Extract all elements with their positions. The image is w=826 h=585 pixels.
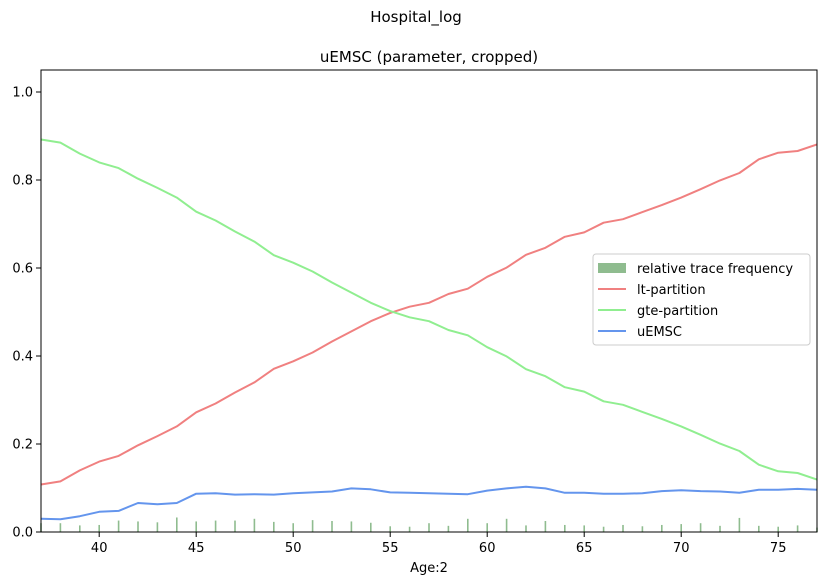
frequency-bar (234, 520, 236, 532)
chart-title: uEMSC (parameter, cropped) (320, 48, 538, 66)
legend-box (592, 253, 811, 346)
frequency-bar (719, 525, 721, 532)
legend-label-gte-partition: gte-partition (637, 304, 718, 319)
frequency-bar (292, 523, 294, 532)
frequency-bar (117, 520, 120, 532)
frequency-bar (641, 526, 644, 532)
frequency-bars (40, 517, 818, 532)
x-tick-label: 55 (382, 541, 399, 556)
frequency-bar (699, 523, 702, 532)
frequency-bar (622, 524, 624, 532)
frequency-bar (389, 526, 391, 532)
x-tick-label: 60 (479, 541, 496, 556)
frequency-bar (214, 520, 217, 532)
y-axis-ticks: 0.0 0.2 0.4 0.6 0.8 1.0 (12, 86, 41, 541)
y-tick-label: 0.6 (12, 262, 33, 277)
legend-swatch-bars (598, 263, 626, 273)
series-lines (40, 138, 818, 521)
frequency-bar (544, 521, 547, 532)
y-tick-label: 0.2 (12, 438, 33, 453)
y-tick-label: 0.0 (12, 526, 33, 541)
x-tick-label: 70 (673, 541, 690, 556)
frequency-bar (273, 521, 275, 532)
figure-suptitle: Hospital_log (370, 8, 462, 27)
x-tick-label: 50 (285, 541, 302, 556)
frequency-bar (467, 518, 469, 532)
x-axis-label: Age:2 (410, 561, 448, 576)
series-line-gte-partition (40, 138, 818, 481)
frequency-bar (176, 517, 178, 532)
frequency-bar (137, 521, 139, 532)
frequency-bar (311, 520, 314, 532)
legend-label-uemsc: uEMSC (637, 325, 682, 340)
frequency-bar (156, 522, 159, 532)
y-tick-label: 1.0 (12, 86, 33, 101)
x-tick-label: 75 (770, 541, 787, 556)
legend-label-lt-partition: lt-partition (637, 283, 706, 298)
frequency-bar (98, 524, 100, 532)
y-tick-label: 0.8 (12, 174, 33, 189)
x-tick-label: 45 (188, 541, 205, 556)
series-line-lt-partition (40, 143, 818, 486)
x-tick-label: 65 (576, 541, 593, 556)
y-tick-label: 0.4 (12, 350, 33, 365)
frequency-bar (370, 522, 372, 532)
frequency-bar (447, 525, 450, 532)
frequency-bar (428, 523, 430, 532)
frequency-bar (680, 524, 682, 532)
frequency-bar (583, 525, 585, 532)
x-tick-label: 40 (91, 541, 108, 556)
legend-label-bars: relative trace frequency (637, 262, 793, 277)
frequency-bar (195, 521, 197, 532)
frequency-bar (738, 517, 741, 532)
plot-area-frame (40, 69, 818, 533)
frequency-bar (486, 523, 488, 532)
frequency-bar (350, 521, 353, 532)
frequency-bar (505, 518, 508, 532)
x-axis-ticks: 40 45 50 55 60 65 70 75 (91, 532, 787, 556)
frequency-bar (796, 525, 799, 532)
series-line-uemsc (40, 485, 818, 521)
frequency-bar (661, 524, 663, 532)
frequency-bar (525, 525, 527, 532)
frequency-bar (79, 525, 81, 532)
frequency-bar (602, 526, 605, 532)
frequency-bar (777, 526, 779, 532)
legend: relative trace frequency lt-partition gt… (592, 253, 811, 346)
frequency-bar (758, 525, 760, 532)
frequency-bar (59, 523, 62, 532)
frequency-bar (253, 518, 256, 532)
frequency-bar (564, 524, 566, 532)
frequency-bar (331, 521, 333, 532)
frequency-bar (408, 526, 411, 532)
